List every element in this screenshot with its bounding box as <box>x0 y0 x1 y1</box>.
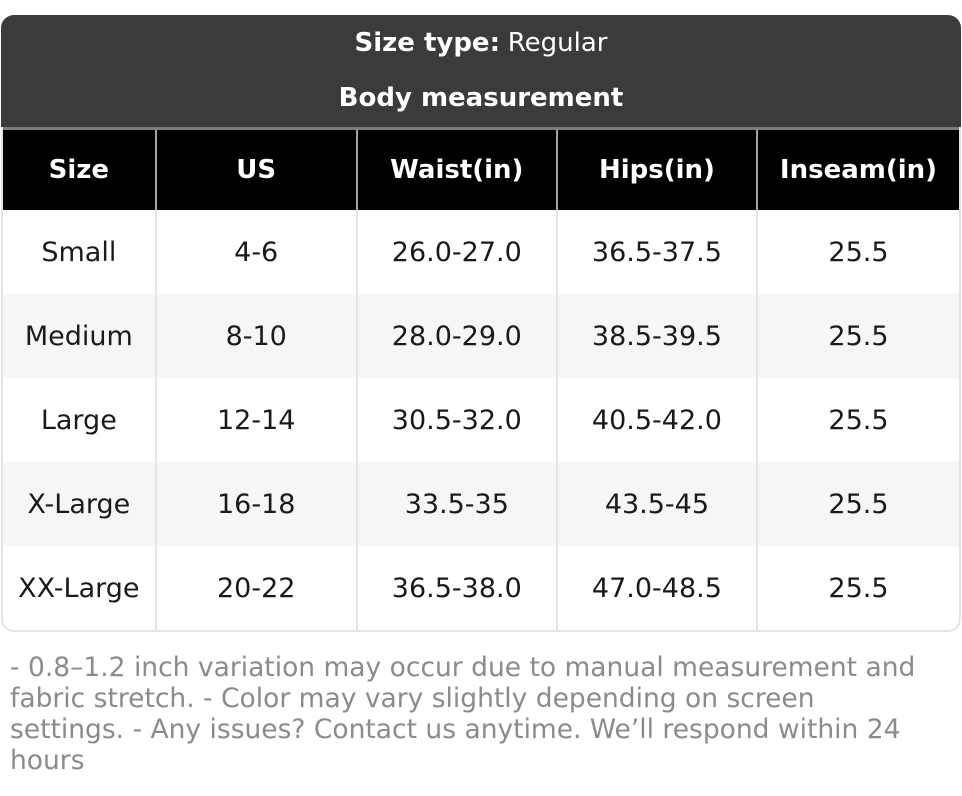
column-header-size: Size <box>3 127 156 210</box>
table-cell: 38.5-39.5 <box>555 294 757 378</box>
size-table: Size US Waist(in) Hips(in) Inseam(in) Small 4… <box>3 127 959 630</box>
column-header-inseamin: Inseam(in) <box>755 127 959 210</box>
size-type-line: Size type: Regular <box>1 16 961 71</box>
size-table-container: Size US Waist(in) Hips(in) Inseam(in) Small 4… <box>1 127 961 632</box>
column-header-waistin: Waist(in) <box>355 127 557 210</box>
table-cell: 25.5 <box>755 294 959 378</box>
table-row: Small 4-6 26.0-27.0 36.5-37.5 25.5 <box>3 210 959 294</box>
table-cell: 8-10 <box>154 294 357 378</box>
column-header-us: US <box>154 127 357 210</box>
size-type-label: Size type: <box>354 28 500 58</box>
table-cell: 20-22 <box>154 546 357 630</box>
table-cell: Large <box>3 378 156 462</box>
measurement-subtitle: Body measurement <box>338 83 624 113</box>
size-table-header-row: Size US Waist(in) Hips(in) Inseam(in) <box>3 127 959 210</box>
size-type-value: Regular <box>507 28 608 58</box>
table-cell: 12-14 <box>154 378 357 462</box>
table-cell: 25.5 <box>755 462 959 546</box>
table-cell: Medium <box>3 294 156 378</box>
table-cell: 47.0-48.5 <box>555 546 757 630</box>
table-row: Large 12-14 30.5-32.0 40.5-42.0 25.5 <box>3 378 959 462</box>
size-chart-header: Size type: Regular Body measurement <box>1 15 961 127</box>
table-cell: 25.5 <box>755 378 959 462</box>
table-cell: 26.0-27.0 <box>355 210 557 294</box>
table-cell: 43.5-45 <box>555 462 757 546</box>
table-cell: Small <box>3 210 156 294</box>
table-cell: X-Large <box>3 462 156 546</box>
table-cell: XX-Large <box>3 546 156 630</box>
measurement-note: - 0.8–1.2 inch variation may occur due t… <box>10 652 916 776</box>
table-cell: 33.5-35 <box>355 462 557 546</box>
table-cell: 36.5-37.5 <box>555 210 757 294</box>
table-cell: 25.5 <box>755 546 959 630</box>
table-row: X-Large 16-18 33.5-35 43.5-45 25.5 <box>3 462 959 546</box>
table-row: XX-Large 20-22 36.5-38.0 47.0-48.5 25.5 <box>3 546 959 630</box>
table-cell: 40.5-42.0 <box>555 378 757 462</box>
column-header-hipsin: Hips(in) <box>555 127 757 210</box>
table-row: Medium 8-10 28.0-29.0 38.5-39.5 25.5 <box>3 294 959 378</box>
table-cell: 30.5-32.0 <box>355 378 557 462</box>
table-cell: 16-18 <box>154 462 357 546</box>
table-cell: 25.5 <box>755 210 959 294</box>
table-cell: 4-6 <box>154 210 357 294</box>
size-chart-card: Size type: Regular Body measurement Size U… <box>1 15 961 632</box>
table-cell: 36.5-38.0 <box>355 546 557 630</box>
table-cell: 28.0-29.0 <box>355 294 557 378</box>
